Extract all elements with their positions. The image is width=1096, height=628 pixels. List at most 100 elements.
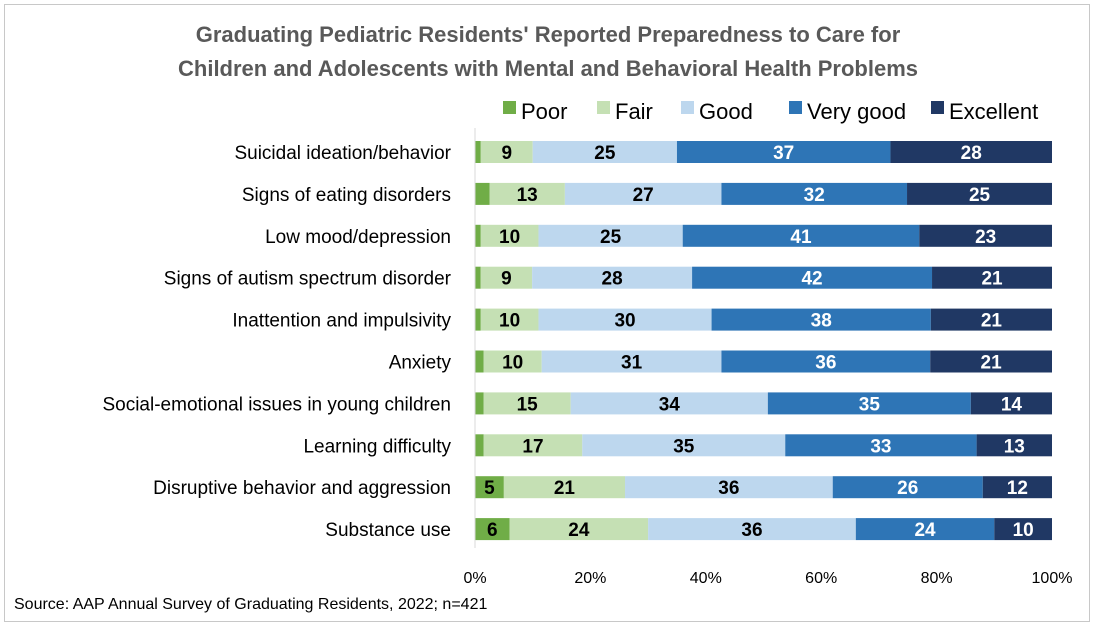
legend-label-3: Very good bbox=[807, 99, 906, 124]
bar-segment-9-1 bbox=[509, 518, 649, 541]
data-label-4-3: 38 bbox=[811, 311, 832, 332]
bar-segment-0-0 bbox=[475, 141, 481, 163]
bar-segment-3-4 bbox=[932, 266, 1052, 289]
bar-segment-8-3 bbox=[832, 476, 983, 499]
data-label-8-2: 36 bbox=[718, 478, 739, 499]
legend-label-2: Good bbox=[699, 99, 753, 124]
bar-segment-8-2 bbox=[625, 476, 833, 499]
bar-segment-0-1 bbox=[480, 141, 533, 163]
bar-segment-4-4 bbox=[930, 308, 1052, 331]
category-label-8: Disruptive behavior and aggression bbox=[153, 478, 451, 499]
category-label-3: Signs of autism spectrum disorder bbox=[164, 269, 452, 290]
data-label-3-4: 21 bbox=[981, 269, 1003, 290]
x-tick-label-4: 80% bbox=[921, 570, 953, 587]
x-tick-label-2: 40% bbox=[690, 570, 722, 587]
bar-segment-2-4 bbox=[919, 224, 1052, 247]
data-label-9-0: 6 bbox=[487, 520, 498, 541]
data-label-3-1: 9 bbox=[501, 269, 512, 290]
data-label-7-2: 35 bbox=[673, 436, 695, 457]
legend-swatch-2 bbox=[681, 101, 694, 114]
bar-segment-3-1 bbox=[480, 266, 533, 289]
data-label-0-1: 9 bbox=[501, 143, 512, 164]
chart-legend: Poor Fair Good Very good Excellent bbox=[503, 99, 1038, 124]
bar-segment-2-2 bbox=[538, 224, 683, 247]
x-tick-label-5: 100% bbox=[1032, 570, 1073, 587]
bar-segment-0-2 bbox=[532, 141, 677, 163]
bar-segment-7-3 bbox=[785, 434, 977, 457]
legend-swatch-1 bbox=[597, 101, 610, 114]
data-label-2-2: 25 bbox=[600, 227, 622, 248]
bar-segment-3-3 bbox=[692, 266, 933, 289]
legend-swatch-0 bbox=[503, 101, 516, 114]
x-tick-label-3: 60% bbox=[805, 570, 837, 587]
data-label-8-3: 26 bbox=[897, 478, 918, 499]
data-label-1-3: 32 bbox=[804, 185, 825, 206]
category-label-1: Signs of eating disorders bbox=[242, 185, 451, 206]
bar-segment-4-3 bbox=[711, 308, 931, 331]
data-label-1-2: 27 bbox=[633, 185, 654, 206]
x-axis: 0% 20% 40% 60% 80% 100% bbox=[463, 128, 1072, 587]
bar-segment-4-2 bbox=[538, 308, 712, 331]
bar-segment-5-3 bbox=[721, 350, 931, 373]
category-label-5: Anxiety bbox=[389, 353, 452, 374]
data-label-9-4: 10 bbox=[1013, 520, 1034, 541]
data-label-3-2: 28 bbox=[602, 269, 623, 290]
bar-segment-2-1 bbox=[480, 224, 539, 247]
category-label-9: Substance use bbox=[325, 520, 451, 541]
category-label-0: Suicidal ideation/behavior bbox=[234, 143, 451, 164]
source-note: Source: AAP Annual Survey of Graduating … bbox=[14, 596, 488, 613]
data-label-9-2: 36 bbox=[741, 520, 762, 541]
data-label-0-2: 25 bbox=[594, 143, 616, 164]
bar-segment-6-2 bbox=[570, 392, 768, 415]
data-label-2-1: 10 bbox=[499, 227, 520, 248]
chart-title-line-2: Children and Adolescents with Mental and… bbox=[178, 56, 918, 81]
category-labels: Suicidal ideation/behavior Signs of eatin… bbox=[102, 143, 451, 541]
bar-segment-0-4 bbox=[890, 141, 1052, 163]
bar-segment-1-1 bbox=[489, 182, 565, 205]
bar-segment-6-3 bbox=[767, 392, 971, 415]
data-label-6-4: 14 bbox=[1001, 394, 1023, 415]
bar-segment-6-4 bbox=[970, 392, 1052, 415]
data-label-2-3: 41 bbox=[790, 227, 812, 248]
data-label-3-3: 42 bbox=[801, 269, 822, 290]
data-label-8-0: 5 bbox=[484, 478, 495, 499]
bar-segment-7-2 bbox=[582, 434, 786, 457]
data-label-0-4: 28 bbox=[961, 143, 982, 164]
chart-title-line-1: Graduating Pediatric Residents' Reported… bbox=[195, 22, 901, 47]
data-label-6-1: 15 bbox=[517, 394, 539, 415]
bar-segment-9-4 bbox=[994, 518, 1052, 541]
data-label-5-4: 21 bbox=[981, 353, 1003, 374]
chart-bars: 9 25 37 28 13 27 32 25 10 25 41 23 9 28 42 21 10 30 38 21 10… bbox=[475, 141, 1052, 541]
data-label-9-1: 24 bbox=[568, 520, 590, 541]
data-label-1-1: 13 bbox=[517, 185, 538, 206]
data-label-7-1: 17 bbox=[522, 436, 543, 457]
x-tick-label-0: 0% bbox=[463, 570, 486, 587]
data-label-4-4: 21 bbox=[981, 311, 1003, 332]
bar-segment-8-1 bbox=[503, 476, 626, 499]
legend-label-4: Excellent bbox=[949, 99, 1038, 124]
data-label-6-3: 35 bbox=[859, 394, 881, 415]
x-tick-label-1: 20% bbox=[574, 570, 606, 587]
bar-segment-0-3 bbox=[676, 141, 891, 163]
data-label-2-4: 23 bbox=[975, 227, 996, 248]
legend-swatch-4 bbox=[931, 101, 944, 114]
bar-segment-2-0 bbox=[475, 224, 481, 247]
bar-segment-9-2 bbox=[648, 518, 856, 541]
data-label-4-1: 10 bbox=[499, 311, 520, 332]
category-label-4: Inattention and impulsivity bbox=[232, 311, 451, 332]
data-label-0-3: 37 bbox=[773, 143, 794, 164]
bar-segment-1-4 bbox=[907, 182, 1052, 205]
data-label-6-2: 34 bbox=[659, 394, 681, 415]
bar-segment-7-4 bbox=[976, 434, 1052, 457]
bar-segment-9-0 bbox=[475, 518, 510, 541]
data-label-4-2: 30 bbox=[614, 311, 635, 332]
bar-segment-7-1 bbox=[483, 434, 583, 457]
bar-segment-5-2 bbox=[541, 350, 722, 373]
data-label-7-3: 33 bbox=[870, 436, 891, 457]
bar-segment-1-3 bbox=[721, 182, 908, 205]
bar-segment-5-4 bbox=[930, 350, 1052, 373]
bar-segment-7-0 bbox=[475, 434, 484, 457]
bar-segment-1-0 bbox=[475, 182, 490, 205]
data-label-5-1: 10 bbox=[502, 353, 523, 374]
